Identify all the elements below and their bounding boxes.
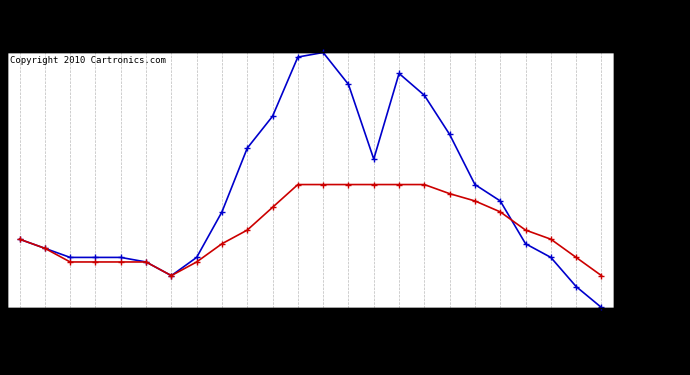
Text: Outdoor Temperature (vs) THSW Index per Hour (Last 24 Hours) 20100805: Outdoor Temperature (vs) THSW Index per … bbox=[77, 19, 613, 33]
Text: Copyright 2010 Cartronics.com: Copyright 2010 Cartronics.com bbox=[10, 56, 166, 65]
